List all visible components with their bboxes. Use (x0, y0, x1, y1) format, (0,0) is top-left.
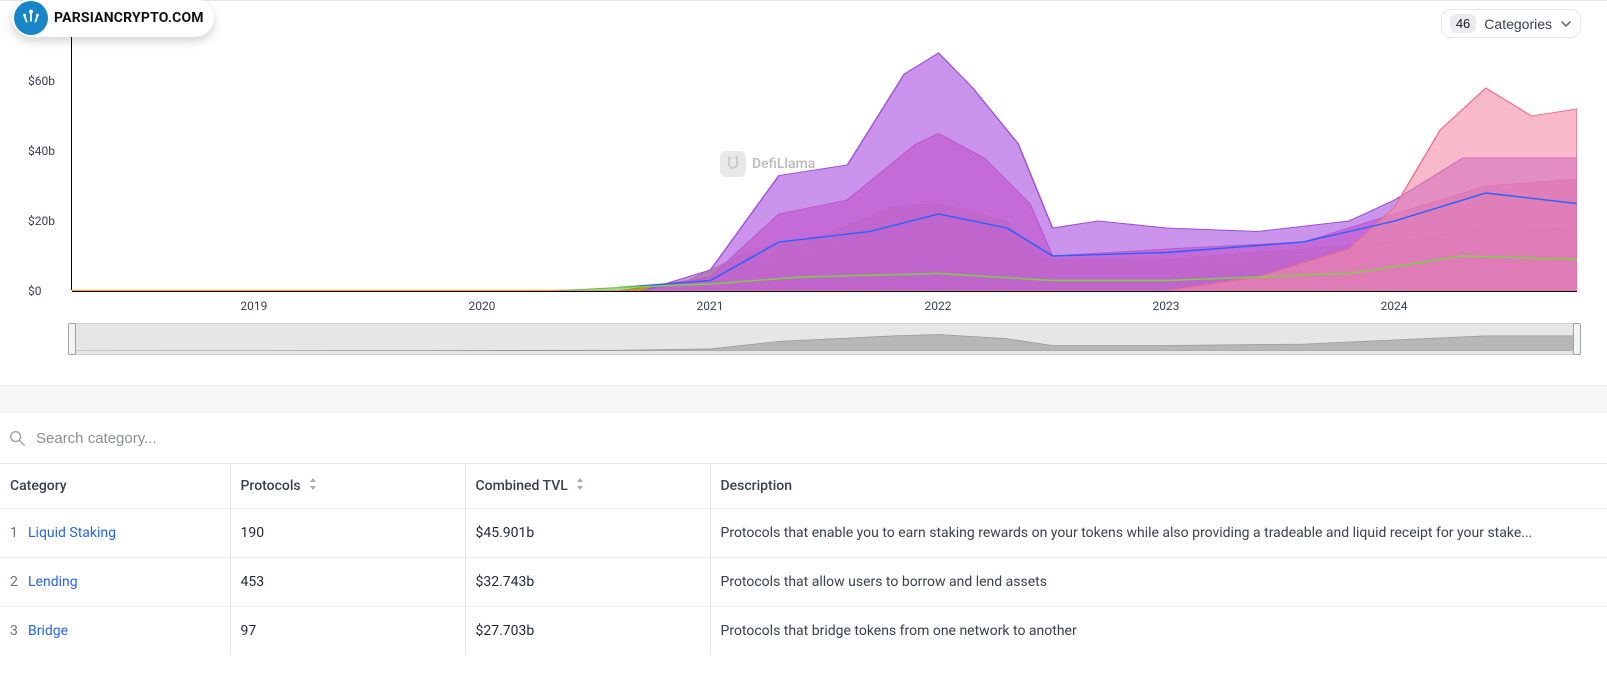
protocols-cell: 453 (230, 558, 465, 607)
col-tvl[interactable]: Combined TVL (465, 464, 710, 509)
time-range-scrollbar[interactable] (72, 323, 1577, 355)
x-tick-label: 2021 (696, 299, 723, 313)
x-tick-label: 2019 (240, 299, 267, 313)
tvl-cell: $32.743b (465, 558, 710, 607)
x-tick-label: 2022 (925, 299, 952, 313)
protocols-cell: 97 (230, 607, 465, 656)
sort-icon (575, 478, 585, 494)
table-row: 1 Liquid Staking 190$45.901bProtocols that… (0, 509, 1607, 558)
search-icon (8, 429, 26, 447)
logo-text: PARSIANCRYPTO.COM (54, 10, 204, 26)
tvl-chart-panel: PARSIANCRYPTO.COM 46 Categories $0$20b$4… (0, 0, 1607, 385)
row-index: 3 (10, 623, 20, 639)
x-tick-label: 2024 (1381, 299, 1408, 313)
table-body: 1 Liquid Staking 190$45.901bProtocols that… (0, 509, 1607, 656)
y-tick-label: $40b (28, 144, 55, 158)
y-tick-label: $60b (28, 74, 55, 88)
protocols-cell: 190 (230, 509, 465, 558)
description-cell: Protocols that bridge tokens from one ne… (710, 607, 1607, 656)
range-handle-right[interactable] (1573, 323, 1581, 355)
table-row: 2 Lending 453$32.743bProtocols that allow … (0, 558, 1607, 607)
x-axis-line (72, 291, 1577, 292)
search-input[interactable] (36, 430, 336, 447)
tvl-cell: $27.703b (465, 607, 710, 656)
col-category[interactable]: Category (0, 464, 230, 509)
category-link[interactable]: Bridge (28, 623, 68, 639)
description-cell: Protocols that allow users to borrow and… (710, 558, 1607, 607)
description-cell: Protocols that enable you to earn stakin… (710, 509, 1607, 558)
category-link[interactable]: Lending (28, 574, 78, 590)
x-tick-label: 2023 (1153, 299, 1180, 313)
range-handle-left[interactable] (68, 323, 76, 355)
sort-icon (308, 478, 318, 494)
site-logo[interactable]: PARSIANCRYPTO.COM (12, 0, 214, 37)
y-tick-label: $0 (28, 284, 42, 298)
section-divider (0, 385, 1607, 413)
row-index: 1 (10, 525, 20, 541)
col-protocols[interactable]: Protocols (230, 464, 465, 509)
row-index: 2 (10, 574, 20, 590)
tvl-cell: $45.901b (465, 509, 710, 558)
category-search (0, 413, 1607, 463)
table-row: 3 Bridge 97$27.703bProtocols that bridge t… (0, 607, 1607, 656)
stacked-area-chart[interactable] (72, 11, 1577, 291)
logo-icon (14, 1, 48, 35)
col-description: Description (710, 464, 1607, 509)
x-tick-label: 2020 (468, 299, 495, 313)
categories-table: Category Protocols Combined TVL Descript… (0, 463, 1607, 655)
y-tick-label: $20b (28, 214, 55, 228)
category-link[interactable]: Liquid Staking (28, 525, 116, 541)
